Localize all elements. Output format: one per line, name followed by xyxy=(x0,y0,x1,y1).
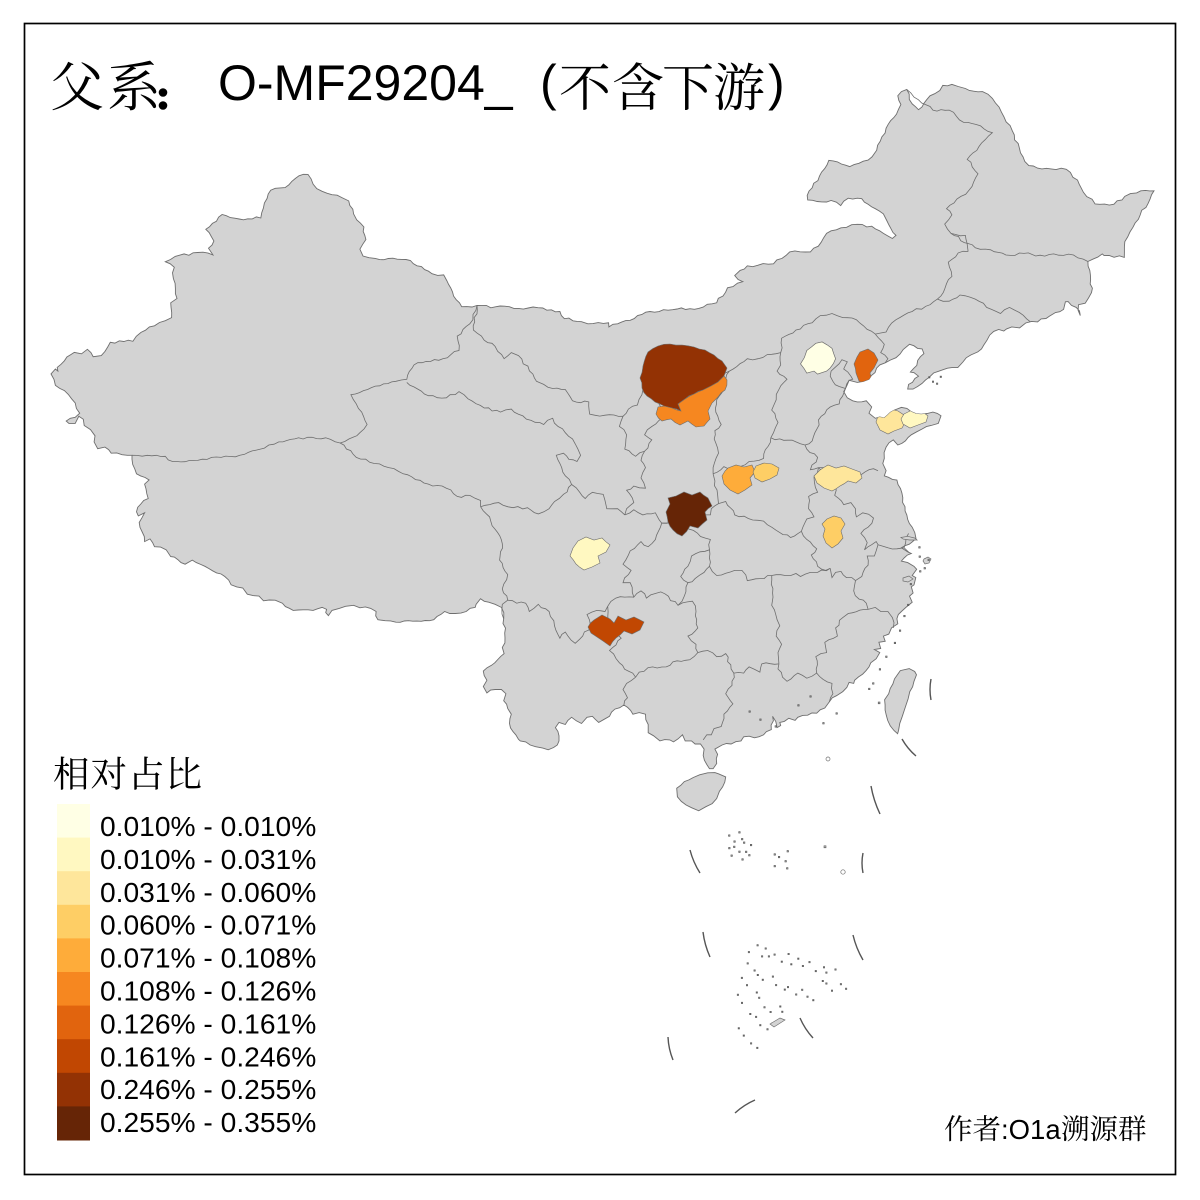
svg-text:0.108% - 0.126%: 0.108% - 0.126% xyxy=(100,975,316,1007)
svg-text:0.071% - 0.108%: 0.071% - 0.108% xyxy=(100,942,316,974)
svg-text:0.060% - 0.071%: 0.060% - 0.071% xyxy=(100,909,316,941)
svg-text:0.010% - 0.010%: 0.010% - 0.010% xyxy=(100,810,316,842)
svg-text::O1a: :O1a xyxy=(1001,1114,1061,1145)
svg-text:0.161% - 0.246%: 0.161% - 0.246% xyxy=(100,1040,316,1072)
svg-text:0.031% - 0.060%: 0.031% - 0.060% xyxy=(100,876,316,908)
svg-text:0.255% - 0.355%: 0.255% - 0.355% xyxy=(100,1106,316,1138)
svg-text:(: ( xyxy=(540,55,557,111)
svg-text:): ) xyxy=(768,55,785,111)
svg-text:O-MF29204_: O-MF29204_ xyxy=(218,55,514,111)
svg-text:0.246% - 0.255%: 0.246% - 0.255% xyxy=(100,1073,316,1105)
svg-text:0.010% - 0.031%: 0.010% - 0.031% xyxy=(100,843,316,875)
svg-text:0.126% - 0.161%: 0.126% - 0.161% xyxy=(100,1007,316,1039)
